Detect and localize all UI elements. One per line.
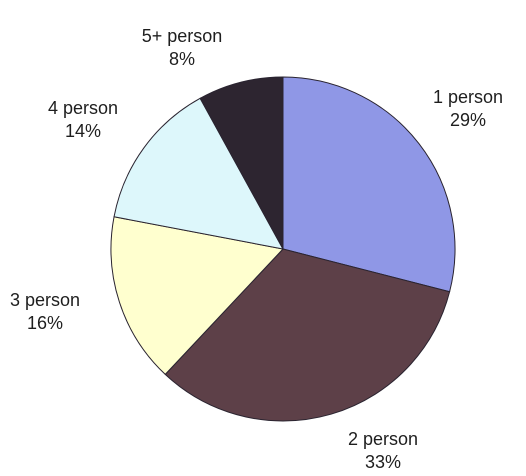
- pie-slice-1-person: [282, 76, 456, 293]
- pie-label-percent: 16%: [27, 313, 63, 333]
- pie-label-1-person: 1 person 29%: [433, 87, 503, 130]
- pie-label-5plus-person: 5+ person 8%: [142, 26, 223, 69]
- pie-slice-4-person: [113, 97, 284, 250]
- pie-labels: 1 person 29% 2 person 33% 3 person 16% 4 perso…: [10, 26, 503, 472]
- pie-label-category: 1 person: [433, 87, 503, 107]
- pie-label-category: 4 person: [48, 98, 118, 118]
- pie-slice-5plus-person: [199, 76, 284, 250]
- pie-label-category: 2 person: [348, 429, 418, 449]
- pie-slice-2-person: [164, 248, 451, 422]
- pie-slice-3-person: [110, 216, 284, 376]
- pie-label-2-person: 2 person 33%: [348, 429, 418, 472]
- pie-label-percent: 33%: [365, 452, 401, 472]
- pie-slices: [110, 76, 456, 422]
- pie-label-percent: 29%: [450, 110, 486, 130]
- pie-label-4-person: 4 person 14%: [48, 98, 118, 141]
- pie-label-category: 5+ person: [142, 26, 223, 46]
- pie-label-percent: 14%: [65, 121, 101, 141]
- pie-label-percent: 8%: [169, 49, 195, 69]
- pie-label-category: 3 person: [10, 290, 80, 310]
- pie-label-3-person: 3 person 16%: [10, 290, 80, 333]
